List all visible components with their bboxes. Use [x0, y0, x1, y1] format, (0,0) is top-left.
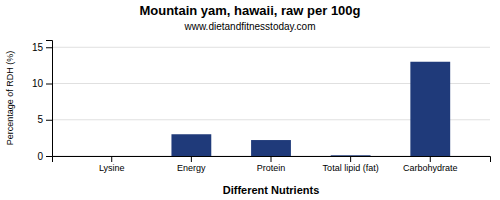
tick: Lysine [99, 156, 125, 173]
tick-mark [46, 120, 52, 121]
bar [410, 62, 450, 156]
tick-label: Total lipid (fat) [323, 163, 379, 173]
tick-mark [111, 156, 112, 162]
tick-mark [46, 47, 52, 48]
title: Mountain yam, hawaii, raw per 100g [139, 3, 360, 18]
tick: Total lipid (fat) [323, 156, 379, 173]
tick-label: Carbohydrate [403, 163, 458, 173]
chart: Mountain yam, hawaii, raw per 100g www.di… [0, 0, 500, 200]
tick-label: Lysine [99, 163, 125, 173]
tick: 0 [37, 151, 52, 162]
tick-mark [271, 156, 272, 162]
tick-mark [350, 156, 351, 162]
plot: 0 5 10 15 Lysine Energy Protein Total lipid (fa… [32, 41, 491, 174]
grid [52, 47, 490, 156]
tick: Carbohydrate [403, 156, 458, 173]
axis-domain [53, 157, 491, 163]
tick-mark [191, 156, 192, 162]
bar [92, 156, 132, 157]
x-axis-title: Different Nutrients [223, 184, 320, 196]
tick-mark [46, 156, 52, 157]
tick: Protein [257, 156, 286, 173]
tick-mark [430, 156, 431, 162]
grid-line [52, 47, 490, 48]
tick: 5 [37, 114, 52, 125]
tick-label: Protein [257, 163, 286, 173]
tick-label: Energy [177, 163, 206, 173]
tick: 15 [32, 42, 52, 53]
axis-domain [46, 41, 53, 157]
bars [171, 62, 450, 156]
x-axis: Lysine Energy Protein Total lipid (fat) Carb… [53, 156, 491, 173]
tick-label: 15 [32, 42, 44, 53]
tick-label: 0 [37, 151, 43, 162]
tick: Energy [177, 156, 206, 173]
bar [171, 134, 211, 156]
tick-mark [46, 84, 52, 85]
tick: 10 [32, 78, 52, 89]
y-axis: 0 5 10 15 [32, 41, 53, 162]
tick-label: 5 [37, 114, 43, 125]
subtitle: www.dietandfitnesstoday.com [184, 21, 316, 32]
bar [251, 140, 291, 156]
tick-label: 10 [32, 78, 44, 89]
bar [331, 155, 371, 156]
y-axis-title: Percentage of RDH (%) [5, 51, 15, 146]
